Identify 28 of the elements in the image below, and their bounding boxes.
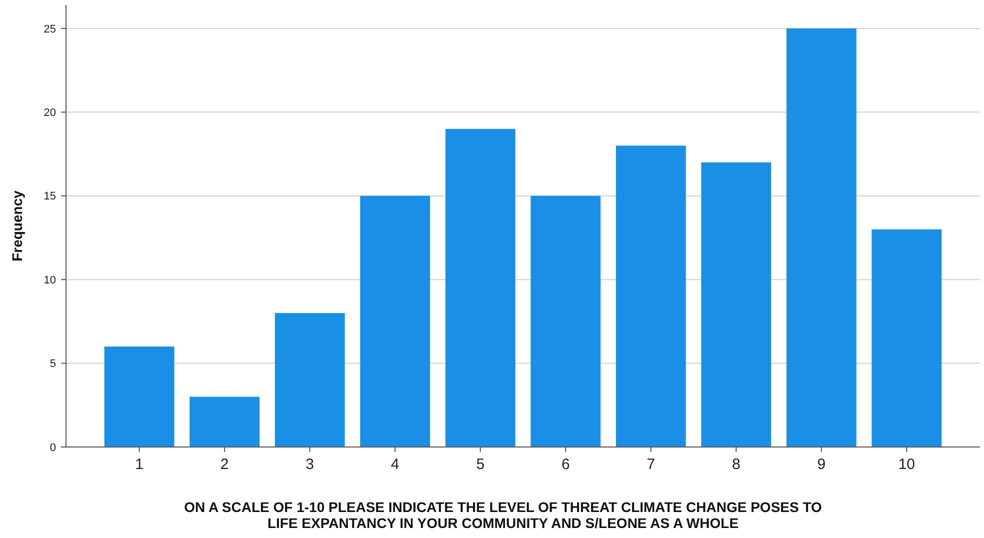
y-tick-label: 25: [44, 23, 56, 36]
y-tick-label: 20: [44, 107, 56, 119]
y-tick-label: 0: [50, 442, 56, 454]
y-tick-label: 5: [50, 358, 56, 370]
x-tick-label: 8: [732, 456, 740, 473]
bar: [190, 396, 260, 447]
bar: [445, 128, 516, 447]
bar: [360, 196, 430, 447]
bar: [872, 229, 942, 447]
x-tick-label: 3: [306, 456, 314, 473]
bar: [104, 346, 174, 447]
bar: [530, 196, 601, 447]
y-axis-title: Frequency: [9, 190, 25, 262]
y-tick-label: 10: [44, 274, 56, 286]
bar: [786, 28, 856, 447]
x-tick-label: 9: [817, 456, 826, 473]
x-tick-label: 6: [561, 456, 570, 473]
x-axis-title: ON A SCALE OF 1-10 PLEASE INDICATE THE LEVEL OF THREAT CLIMATE CHANGE POSES TO LIFE EXPANTANCY IN YOUR COMMUNITY AND S/LEONE AS A WHOLE: [184, 499, 822, 531]
y-tick-label: 15: [44, 190, 56, 203]
bar: [274, 313, 345, 447]
x-tick-label: 10: [898, 456, 916, 473]
bar: [616, 146, 686, 447]
x-tick-label: 7: [646, 456, 656, 473]
x-tick-label: 2: [220, 456, 229, 473]
x-tick-label: 4: [390, 456, 400, 473]
x-tick-label: 5: [476, 456, 485, 473]
bar: [701, 162, 772, 447]
x-tick-label: 1: [135, 456, 144, 473]
